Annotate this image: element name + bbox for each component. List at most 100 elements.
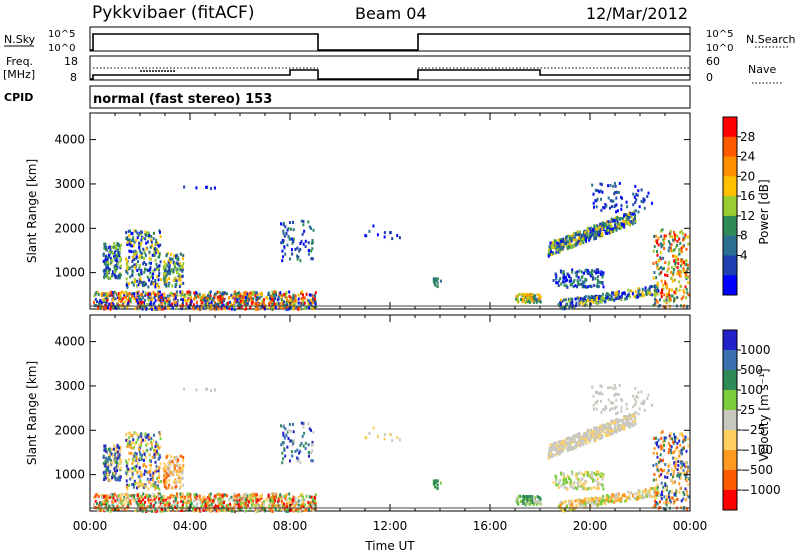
- echo-cell: [291, 303, 294, 307]
- echo-cell: [660, 266, 662, 269]
- echo-cell: [123, 507, 126, 511]
- echo-cell: [590, 285, 593, 289]
- echo-cell: [228, 509, 231, 512]
- echo-cell: [574, 231, 577, 235]
- date-label: 12/Mar/2012: [586, 4, 688, 23]
- echo-cell: [209, 509, 212, 513]
- echo-cell: [135, 250, 138, 254]
- echo-cell: [102, 269, 105, 273]
- echo-cell: [227, 503, 230, 507]
- echo-cell: [602, 285, 605, 289]
- echo-cell: [131, 273, 134, 277]
- echo-cell: [222, 505, 225, 509]
- echo-cell: [111, 305, 114, 309]
- echo-cell: [165, 483, 168, 487]
- echo-cell: [165, 263, 168, 267]
- echo-cell: [313, 495, 316, 499]
- echo-cell: [310, 249, 313, 253]
- echo-cell: [180, 477, 183, 481]
- echo-cell: [105, 471, 107, 475]
- echo-cell: [119, 449, 122, 453]
- echo-cell: [593, 284, 596, 287]
- echo-cell: [141, 302, 144, 306]
- echo-cell: [119, 260, 122, 263]
- echo-cell: [565, 275, 567, 279]
- echo-cell: [305, 494, 308, 498]
- echo-cell: [383, 231, 386, 235]
- echo-cell: [237, 503, 240, 507]
- echo-cell: [684, 236, 687, 240]
- echo-cell: [284, 427, 287, 431]
- echo-cell: [522, 292, 525, 296]
- echo-cell: [647, 288, 650, 292]
- echo-cell: [152, 272, 155, 276]
- echo-cell: [679, 241, 682, 245]
- echo-cell: [144, 282, 147, 286]
- echo-cell: [216, 307, 219, 311]
- echo-cell: [134, 431, 137, 435]
- echo-cell: [672, 254, 675, 258]
- echo-cell: [163, 474, 165, 477]
- echo-cell: [547, 254, 550, 258]
- echo-cell: [218, 492, 221, 496]
- echo-cell: [233, 305, 235, 309]
- echo-cell: [155, 450, 158, 454]
- echo-cell: [204, 498, 207, 502]
- echo-cell: [583, 440, 586, 443]
- echo-cell: [113, 453, 116, 457]
- echo-cell: [439, 279, 442, 283]
- echo-cell: [582, 482, 584, 486]
- echo-cell: [282, 255, 285, 259]
- echo-cell: [310, 451, 313, 455]
- echo-cell: [99, 501, 102, 505]
- echo-cell: [576, 472, 579, 476]
- echo-cell: [643, 206, 646, 210]
- echo-cell: [252, 499, 255, 503]
- echo-cell: [128, 242, 131, 246]
- echo-cell: [517, 495, 520, 499]
- echo-cell: [205, 185, 208, 189]
- echo-cell: [116, 443, 119, 447]
- echo-cell: [578, 441, 580, 445]
- echo-cell: [133, 467, 136, 471]
- echo-cell: [299, 307, 302, 311]
- echo-cell: [578, 236, 581, 240]
- echo-cell: [585, 303, 588, 307]
- echo-cell: [576, 482, 579, 486]
- echo-cell: [609, 199, 612, 203]
- echo-cell: [608, 433, 611, 437]
- echo-cell: [114, 456, 117, 460]
- echo-cell: [281, 501, 284, 505]
- echo-cell: [192, 297, 195, 301]
- echo-cell: [570, 297, 573, 301]
- echo-cell: [674, 289, 677, 293]
- echo-cell: [104, 456, 107, 460]
- echo-cell: [159, 294, 162, 298]
- echo-cell: [111, 447, 113, 451]
- echo-cell: [674, 235, 676, 239]
- echo-cell: [611, 297, 614, 301]
- echo-cell: [125, 494, 128, 498]
- echo-cell: [632, 211, 635, 215]
- echo-cell: [135, 464, 138, 468]
- echo-cell: [687, 242, 690, 246]
- echo-cell: [174, 505, 176, 509]
- echo-cell: [230, 495, 233, 499]
- echo-cell: [246, 504, 249, 507]
- echo-cell: [93, 300, 95, 304]
- echo-cell: [107, 508, 110, 512]
- echo-cell: [641, 290, 644, 294]
- echo-cell: [281, 259, 284, 263]
- echo-cell: [614, 292, 617, 296]
- echo-cell: [584, 437, 587, 441]
- echo-cell: [663, 293, 666, 297]
- echo-cell: [435, 480, 437, 484]
- echo-cell: [125, 472, 128, 475]
- echo-cell: [673, 290, 676, 294]
- echo-cell: [568, 274, 571, 278]
- echo-cell: [144, 495, 147, 499]
- echo-cell: [119, 273, 122, 277]
- echo-cell: [671, 279, 674, 283]
- echo-cell: [184, 497, 187, 501]
- echo-cell: [310, 443, 313, 447]
